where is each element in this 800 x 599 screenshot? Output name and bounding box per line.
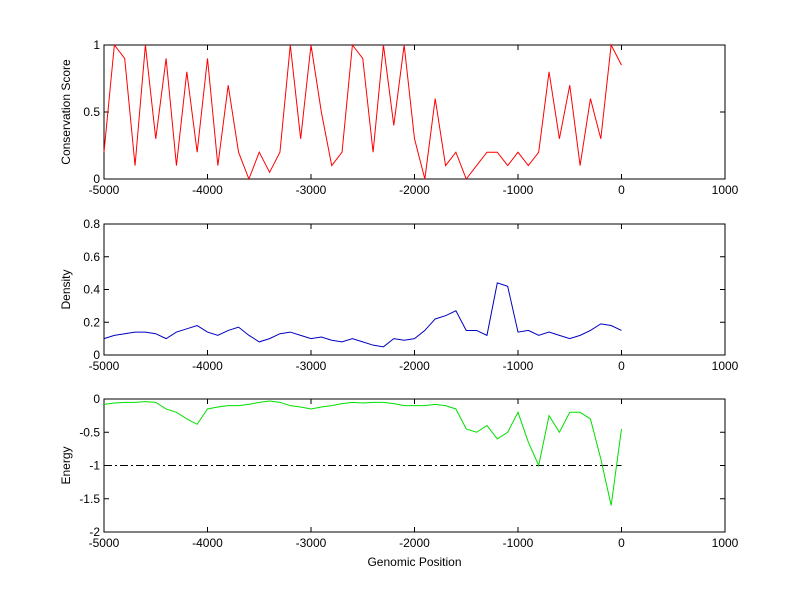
x-tick-label: 0 xyxy=(618,183,625,197)
x-tick-label: -1000 xyxy=(503,536,534,550)
y-tick-label: 0.8 xyxy=(83,217,100,231)
x-tick-label: -4000 xyxy=(192,183,223,197)
x-tick-label: -4000 xyxy=(192,359,223,373)
x-tick-label: -1000 xyxy=(503,183,534,197)
x-tick-label: -3000 xyxy=(296,536,327,550)
axes-box xyxy=(103,223,726,356)
x-tick-label: -5000 xyxy=(89,359,120,373)
y-tick-label: 0 xyxy=(93,172,100,186)
y-tick-label: 0 xyxy=(93,392,100,406)
data-line xyxy=(103,400,622,506)
x-tick-label: -2000 xyxy=(399,359,430,373)
x-tick-label: -5000 xyxy=(89,183,120,197)
y-tick-label: 0.6 xyxy=(83,250,100,264)
data-line xyxy=(103,282,622,348)
x-tick-label: -3000 xyxy=(296,359,327,373)
y-axis-label: Conservation Score xyxy=(59,59,73,165)
x-tick-label: -5000 xyxy=(89,536,120,550)
y-tick-label: -1 xyxy=(89,459,100,473)
x-axis-label: Genomic Position xyxy=(367,555,461,569)
data-line xyxy=(103,43,622,181)
y-tick-label: 1 xyxy=(93,38,100,52)
x-tick-label: 1000 xyxy=(712,359,739,373)
x-tick-label: 0 xyxy=(618,536,625,550)
x-tick-label: -2000 xyxy=(399,536,430,550)
x-tick-label: 1000 xyxy=(712,536,739,550)
y-tick-label: 0 xyxy=(93,348,100,362)
x-tick-label: -1000 xyxy=(503,359,534,373)
y-axis-label: Energy xyxy=(59,446,73,484)
x-tick-label: -3000 xyxy=(296,183,327,197)
y-axis-label: Density xyxy=(59,269,73,309)
y-tick-label: -2 xyxy=(89,525,100,539)
y-tick-label: -1.5 xyxy=(79,492,100,506)
y-tick-label: 0.4 xyxy=(83,283,100,297)
y-tick-label: 0.2 xyxy=(83,315,100,329)
axes-box xyxy=(103,44,726,180)
x-tick-label: 0 xyxy=(618,359,625,373)
y-tick-label: -0.5 xyxy=(79,425,100,439)
x-tick-label: -4000 xyxy=(192,536,223,550)
y-tick-label: 0.5 xyxy=(83,105,100,119)
x-tick-label: 1000 xyxy=(712,183,739,197)
x-tick-label: -2000 xyxy=(399,183,430,197)
